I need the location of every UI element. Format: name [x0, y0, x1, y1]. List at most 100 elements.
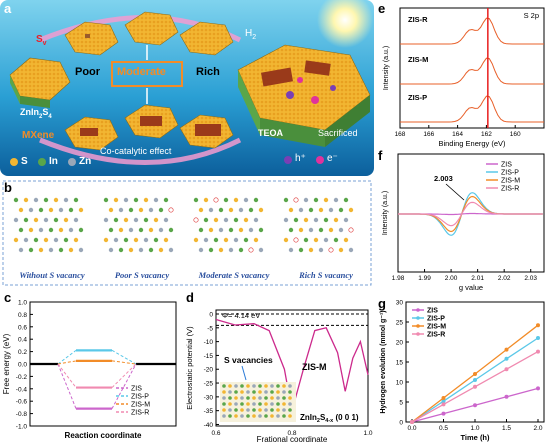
lattice-atom — [168, 247, 174, 253]
panel-c-ytick-label: -0.8 — [16, 411, 28, 418]
panel-d-inset-atom — [234, 408, 238, 412]
panel-c-connector-ZIS-P — [57, 349, 77, 365]
panel-g-ytick-label: 10 — [396, 380, 404, 387]
lattice-atom — [298, 227, 304, 233]
lattice-atom — [233, 237, 239, 243]
teoa-label: TEOA — [258, 128, 284, 138]
lattice-atom — [313, 197, 319, 203]
panel-g-legend-ZIS: ZIS — [427, 308, 438, 315]
panel-d-inset-atom — [270, 390, 274, 394]
panel-e-xtick-label: 166 — [423, 131, 434, 138]
lattice-atom — [283, 237, 289, 243]
formula-sub: 2 — [317, 418, 320, 424]
lattice-atom — [103, 237, 109, 243]
lattice-atom — [73, 217, 79, 223]
panel-d-inset-atom — [270, 384, 274, 388]
lattice-atom — [138, 207, 144, 213]
formula-sub2: 4-x — [325, 418, 334, 424]
hex-rich-top — [179, 21, 234, 56]
panel-g-legend-ZIS-P: ZIS-P — [427, 316, 445, 323]
lattice-atom — [73, 197, 79, 203]
panel-e-xtick-label: 168 — [395, 131, 406, 138]
panel-d-inset-atom — [288, 402, 292, 406]
panel-d-inset-atom — [258, 390, 262, 394]
lattice-atom — [23, 197, 29, 203]
znin-text: ZnIn — [20, 107, 39, 117]
panel-e-row-label-ZIS-R: ZIS-R — [408, 15, 428, 24]
panel-d-xlabel: Frational coordinate — [257, 435, 328, 444]
panel-d-inset-atom — [288, 396, 292, 400]
panel-e-row-label-ZIS-P: ZIS-P — [408, 93, 427, 102]
panel-g-xtick-label: 0.5 — [439, 425, 448, 432]
lattice-atom — [293, 237, 299, 243]
panel-f-xtick-label: 1.98 — [392, 275, 405, 282]
lattice-atom — [318, 247, 324, 253]
panel-c-connector-ZIS-R — [57, 363, 77, 388]
lattice-atom — [203, 237, 209, 243]
lattice-atom — [298, 247, 304, 253]
hplus-label: h⁺ — [295, 153, 306, 164]
panel-f: 1.98 1.99 2.00 2.01 2.02 2.03 g value Intensity… — [376, 148, 550, 296]
panel-d-inset-atom — [252, 402, 256, 406]
lattice-atom — [303, 237, 309, 243]
legend-s-label: S — [21, 156, 28, 167]
lattice-atom — [23, 237, 29, 243]
panel-d-inset-atom — [276, 414, 280, 418]
lattice-atom — [193, 217, 199, 223]
lattice-atom — [288, 227, 294, 233]
panel-d-inset-atom — [234, 414, 238, 418]
panel-g-xtick-label: 2.0 — [533, 425, 542, 432]
lattice-atom — [343, 197, 349, 203]
lattice-atom — [323, 237, 329, 243]
panel-g-point-ZIS-R — [410, 420, 414, 424]
panel-d-inset-atom — [288, 408, 292, 412]
lattice-atom — [33, 197, 39, 203]
panel-d-inset-atom — [222, 396, 226, 400]
panel-d-inset-atom — [246, 402, 250, 406]
panel-c-connector2-ZIS — [111, 363, 137, 409]
panel-d-ytick-label: -30 — [204, 394, 214, 401]
panel-c-legend-ZIS: ZIS — [131, 386, 142, 393]
panel-d-inset-atom — [228, 408, 232, 412]
panel-d-inset-atom — [252, 384, 256, 388]
lattice-atom — [163, 197, 169, 203]
lattice-atom — [163, 217, 169, 223]
panel-e-xtick-label: 164 — [452, 131, 463, 138]
lattice-atom — [28, 207, 34, 213]
panel-g: 0.0 0.5 1.0 1.5 2.0 0 5 10 15 20 25 30 Time (h) Hydro… — [376, 296, 550, 444]
panel-g-ylabel: Hydrogen evolution (mmol g⁻¹) — [380, 310, 387, 413]
panel-c-xlabel: Reaction coordinate — [65, 431, 142, 440]
lattice-atom — [103, 217, 109, 223]
lattice-atom — [228, 247, 234, 253]
panel-d-inset-atom — [276, 408, 280, 412]
lattice-atom — [78, 247, 84, 253]
lattice-atom — [148, 207, 154, 213]
panel-d-xtick-label: 0.8 — [287, 430, 296, 437]
lattice-atom — [243, 217, 249, 223]
panel-d-ytick-label: -20 — [204, 367, 214, 374]
lattice-atom — [108, 207, 114, 213]
lattice-atom — [348, 247, 354, 253]
lattice-atom — [153, 217, 159, 223]
lattice-atom — [253, 197, 259, 203]
h2-sub: 2 — [252, 34, 257, 41]
lattice-atom — [218, 227, 224, 233]
panel-c-ytick-label: 0.8 — [18, 312, 27, 319]
lattice-atom — [43, 237, 49, 243]
panel-e-axes — [399, 7, 545, 129]
moderate-box — [111, 61, 183, 87]
panel-g-legend-marker-ZIS — [416, 308, 420, 312]
panel-d-inset-atom — [246, 390, 250, 394]
mxene-label: MXene — [22, 130, 55, 141]
lattice-atom — [303, 197, 309, 203]
lattice-atom — [23, 217, 29, 223]
panel-d-inset-atom — [252, 396, 256, 400]
lattice-atom — [338, 247, 344, 253]
panel-d-inset-atom — [222, 402, 226, 406]
panel-d-inset-atom — [246, 396, 250, 400]
panel-g-point-ZIS — [536, 386, 540, 391]
lattice-atom — [118, 207, 124, 213]
panel-d-inset-atom — [276, 390, 280, 394]
panel-e-xtick-label: 162 — [481, 131, 492, 138]
panel-g-point-ZIS-R — [473, 384, 477, 389]
